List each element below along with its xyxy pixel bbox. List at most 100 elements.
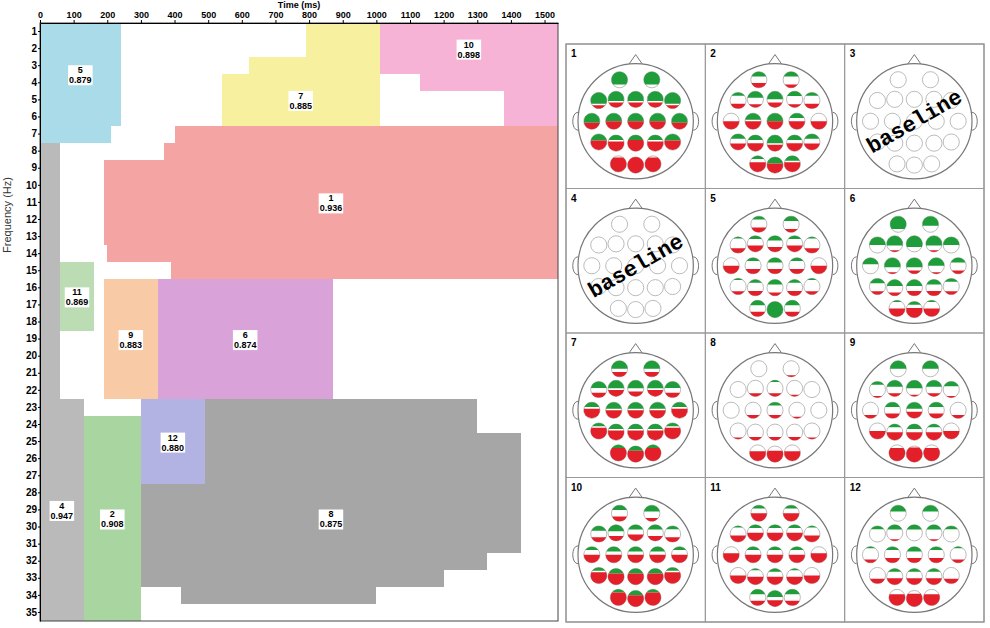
electrode-outline bbox=[767, 113, 783, 129]
tick-mark bbox=[107, 20, 108, 23]
ear bbox=[833, 546, 838, 564]
tick-mark bbox=[38, 304, 40, 305]
panel-border bbox=[705, 333, 844, 478]
electrode-outline bbox=[747, 525, 763, 541]
electrode-green bbox=[666, 423, 679, 426]
electrode-outline bbox=[789, 402, 805, 418]
head bbox=[857, 64, 972, 179]
electrode bbox=[926, 380, 942, 396]
electrode-red bbox=[606, 121, 622, 129]
tick: 24 bbox=[26, 419, 40, 430]
electrode-green bbox=[749, 280, 762, 283]
electrode bbox=[943, 237, 959, 253]
electrode-green bbox=[628, 569, 643, 574]
electrode-green bbox=[929, 402, 944, 407]
electrode-red bbox=[767, 451, 783, 462]
electrode bbox=[924, 300, 940, 316]
electrode bbox=[869, 237, 885, 253]
electrode-green bbox=[733, 237, 743, 239]
electrode bbox=[747, 280, 763, 296]
electrode bbox=[783, 505, 799, 521]
electrode-outline bbox=[811, 113, 827, 129]
electrode bbox=[887, 380, 903, 396]
tick-mark bbox=[343, 20, 344, 23]
electrode-red bbox=[943, 431, 959, 439]
electrode bbox=[606, 113, 622, 129]
electrode-green bbox=[672, 402, 687, 407]
electrode-green bbox=[644, 72, 660, 85]
electrode-outline bbox=[628, 157, 644, 173]
electrode bbox=[906, 591, 922, 607]
electrode bbox=[767, 547, 783, 563]
electrode bbox=[647, 135, 663, 151]
electrode-green bbox=[584, 402, 599, 407]
electrode-outline bbox=[647, 380, 663, 396]
electrode-red bbox=[887, 578, 903, 584]
tick-mark bbox=[38, 390, 40, 391]
head bbox=[717, 64, 832, 179]
electrode-green bbox=[606, 402, 622, 408]
electrode bbox=[591, 423, 607, 439]
tick-mark bbox=[74, 20, 75, 23]
electrode bbox=[628, 525, 644, 541]
electrode bbox=[745, 258, 761, 274]
electrode bbox=[862, 258, 878, 274]
electrode-red bbox=[767, 600, 783, 606]
electrode bbox=[767, 258, 783, 274]
electrode-green bbox=[666, 567, 679, 570]
electrode-red bbox=[647, 431, 663, 441]
electrode-red bbox=[750, 451, 766, 461]
panel-id: 11 bbox=[710, 482, 721, 493]
electrode-green bbox=[907, 424, 922, 429]
electrode bbox=[730, 92, 746, 108]
cluster-value: 0.908 bbox=[101, 519, 124, 529]
electrode-outline bbox=[943, 134, 959, 150]
electrode bbox=[906, 157, 922, 173]
electrode bbox=[811, 402, 827, 418]
electrode-red bbox=[591, 140, 607, 150]
electrode bbox=[887, 91, 903, 107]
electrode-red bbox=[648, 103, 663, 108]
electrode bbox=[811, 547, 827, 563]
electrode-outline bbox=[906, 591, 922, 607]
electrode bbox=[628, 91, 644, 107]
tick: 700 bbox=[268, 10, 283, 23]
cluster-band bbox=[164, 143, 558, 160]
electrode-outline bbox=[647, 280, 663, 296]
cluster-id: 11 bbox=[72, 287, 82, 297]
electrode-green bbox=[945, 278, 958, 281]
electrode-green bbox=[767, 591, 783, 597]
electrode-red bbox=[751, 83, 766, 88]
electrode-outline bbox=[804, 423, 820, 439]
electrode bbox=[628, 424, 644, 440]
electrode-outline bbox=[767, 402, 783, 418]
electrode-green bbox=[732, 92, 745, 95]
electrode bbox=[647, 380, 663, 396]
electrode-red bbox=[907, 558, 922, 563]
electrode-outline bbox=[610, 156, 626, 172]
panel-border bbox=[566, 478, 705, 623]
electrode bbox=[606, 402, 622, 418]
electrode-outline bbox=[730, 278, 746, 294]
electrode-green bbox=[612, 505, 627, 510]
electrode-green bbox=[785, 300, 800, 305]
panel-border bbox=[566, 189, 705, 334]
electrode-green bbox=[790, 569, 800, 571]
electrode-green bbox=[767, 91, 783, 99]
electrode-red bbox=[784, 451, 800, 461]
electrode-green bbox=[608, 380, 624, 388]
electrode-red bbox=[628, 140, 644, 151]
tick: 800 bbox=[302, 10, 317, 23]
electrode-red bbox=[628, 573, 644, 584]
electrode bbox=[644, 361, 660, 377]
electrode-outline bbox=[591, 567, 607, 583]
electrode-red bbox=[952, 271, 965, 274]
electrode-green bbox=[887, 280, 903, 286]
electrode-red bbox=[606, 555, 622, 563]
cluster-value: 0.898 bbox=[458, 50, 481, 60]
electrode-outline bbox=[730, 567, 746, 583]
electrode bbox=[943, 381, 959, 397]
cluster-id: 10 bbox=[464, 40, 474, 50]
electrode-outline bbox=[950, 547, 966, 563]
panel-id: 6 bbox=[850, 193, 856, 204]
